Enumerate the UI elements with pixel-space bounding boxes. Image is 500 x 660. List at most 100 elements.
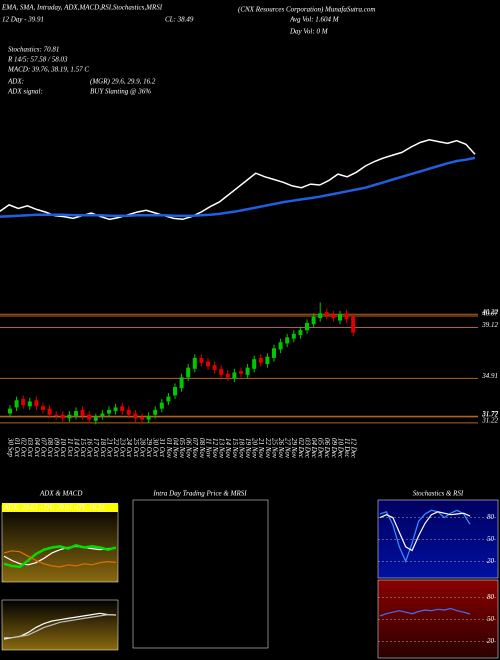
annotation: (MGR) 29.6, 29.9, 16.2 (90, 78, 156, 86)
x-tick-label: 07 Nov (191, 438, 199, 459)
y-tick-label: 50 (487, 615, 495, 623)
candle-body (199, 357, 204, 363)
x-tick-label: 20 Nov (251, 438, 259, 459)
y-tick-label: 80 (487, 593, 495, 601)
candle-body (291, 333, 296, 339)
x-tick-label: 29 Nov (290, 438, 298, 459)
x-tick-label: 19 Nov (244, 438, 252, 459)
y-tick-label: 20 (487, 637, 495, 645)
candle-body (146, 415, 151, 420)
moving-average (0, 156, 476, 218)
x-tick-label: 29 Oct (145, 438, 153, 458)
x-tick-label: 11 Nov (204, 438, 212, 458)
x-tick-label: 04 Nov (171, 438, 179, 459)
candle-body (100, 413, 105, 416)
candle-body (239, 371, 243, 374)
x-tick-label: 08 Nov (198, 438, 206, 459)
candle-body (324, 312, 329, 316)
candle-body (87, 414, 92, 420)
annotation: 12 Day - 39.91 (2, 16, 44, 24)
x-tick-label: 26 Nov (277, 438, 285, 459)
candle-body (245, 367, 250, 375)
x-tick-label: 11 Dec (343, 438, 351, 458)
candle-body (285, 337, 290, 344)
x-tick-label: 25 Oct (132, 438, 140, 458)
candle-body (173, 386, 177, 396)
series-line (4, 613, 117, 639)
x-tick-label: 04 Dec (310, 438, 318, 459)
x-tick-label: 18 Oct (99, 438, 107, 458)
rsi-panel (377, 579, 499, 659)
y-tick-label: 40.22 (482, 308, 498, 316)
x-tick-label: 27 Nov (284, 438, 292, 459)
x-tick-label: 15 Nov (231, 438, 239, 459)
panel-title: ADX & MACD (39, 490, 82, 498)
x-tick-label: 22 Nov (264, 438, 272, 459)
candle-body (107, 409, 111, 414)
candle-body (93, 417, 98, 421)
x-tick-label: 14 Oct (72, 438, 80, 458)
annotation: Avg Vol: 1.604 M (289, 16, 340, 24)
candle-body (14, 400, 19, 408)
x-tick-label: 03 Oct (26, 438, 34, 458)
y-tick-label: 40.07 (482, 310, 498, 318)
candle-body (265, 356, 270, 364)
candle-body (219, 368, 224, 375)
candle-body (140, 417, 144, 420)
candle-body (67, 414, 72, 419)
annotation: R 14/5: 57.58 / 58.03 (7, 56, 68, 64)
series-line (379, 607, 471, 617)
candle-body (153, 409, 158, 415)
annotation: CL: 38.49 (165, 16, 194, 24)
y-tick-label: 34.91 (481, 372, 498, 380)
candle-body (27, 401, 32, 407)
x-tick-label: 05 Dec (317, 438, 325, 459)
y-tick-label: 39.12 (481, 321, 498, 329)
series-line (379, 509, 471, 564)
x-tick-label: 06 Nov (185, 438, 193, 459)
annotation: Stochastics: 70.81 (8, 46, 59, 54)
price-line (0, 139, 476, 221)
candle-body (318, 313, 323, 319)
candle-body (278, 342, 283, 350)
annotation: BUY Slanting @ 36% (90, 88, 151, 96)
x-tick-label: 01 Nov (165, 438, 173, 459)
candle-body (272, 348, 276, 358)
candle-body (338, 314, 342, 321)
candle-body (21, 399, 26, 406)
candle-body (344, 313, 349, 320)
candle-body (186, 367, 191, 378)
x-tick-label: 01 Oct (13, 438, 21, 458)
x-tick-label: 21 Nov (257, 438, 265, 459)
candle-body (126, 409, 131, 415)
adx-panel (1, 504, 119, 583)
candle-body (305, 322, 309, 331)
candle-body (252, 359, 257, 369)
annotation: Day Vol: 0 M (289, 28, 329, 36)
x-tick-label: 09 Dec (330, 438, 338, 459)
x-tick-label: 02 Oct (20, 438, 28, 458)
candle-body (80, 409, 85, 416)
x-tick-label: 08 Oct (46, 438, 54, 458)
x-tick-label: 31 Oct (158, 437, 166, 458)
candle-body (225, 373, 230, 378)
y-tick-label: 31.72 (481, 410, 498, 418)
candle-body (311, 316, 316, 325)
y-tick-label: 50 (487, 535, 495, 543)
candle-body (74, 411, 78, 416)
candle-body (232, 372, 237, 379)
x-tick-label: 15 Oct (79, 438, 87, 458)
candle-body (298, 330, 303, 336)
x-tick-label: 03 Dec (303, 438, 311, 459)
x-tick-label: 18 Nov (237, 438, 245, 459)
x-tick-label: 17 Oct (92, 438, 100, 458)
y-tick-label: 31.77 (481, 410, 498, 418)
candle-body (47, 408, 52, 415)
x-tick-label: 28 Oct (138, 438, 146, 458)
candle-body (54, 414, 59, 416)
x-tick-label: 30 Sep (6, 437, 14, 457)
series-line (379, 511, 471, 552)
x-tick-label: 12 Nov (211, 438, 219, 459)
candle-body (212, 365, 217, 371)
candle-body (133, 413, 138, 419)
